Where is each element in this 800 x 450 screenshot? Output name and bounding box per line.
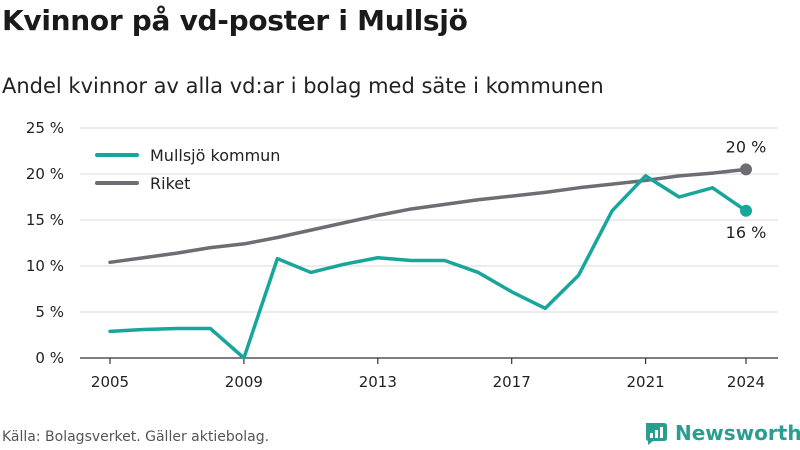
y-tick-label: 15 % bbox=[26, 211, 64, 229]
x-tick-label: 2013 bbox=[359, 373, 397, 391]
y-tick-label: 0 % bbox=[35, 349, 64, 367]
y-tick-label: 10 % bbox=[26, 257, 64, 275]
y-axis-tick-labels: 0 % 5 % 10 % 15 % 20 % 25 % bbox=[26, 119, 64, 367]
end-labels: 16 % 20 % bbox=[726, 137, 767, 241]
legend-mullsjo-label: Mullsjö kommun bbox=[150, 146, 280, 165]
y-tick-label: 5 % bbox=[35, 303, 64, 321]
riket-line bbox=[108, 167, 748, 265]
y-tick-label: 25 % bbox=[26, 119, 64, 137]
gridlines bbox=[80, 127, 778, 313]
x-tick-label: 2024 bbox=[727, 373, 765, 391]
legend-riket-label: Riket bbox=[150, 174, 190, 193]
chart-title: Kvinnor på vd-poster i Mullsjö bbox=[2, 4, 468, 37]
brand-name: Newsworthy bbox=[675, 421, 800, 445]
source-note: Källa: Bolagsverket. Gäller aktiebolag. bbox=[2, 429, 270, 445]
brand-logo: Newsworthy bbox=[643, 420, 800, 446]
mullsjo-line bbox=[108, 174, 748, 360]
x-tick-label: 2005 bbox=[91, 373, 129, 391]
x-tick-label: 2017 bbox=[493, 373, 531, 391]
chart-subtitle: Andel kvinnor av alla vd:ar i bolag med … bbox=[2, 74, 604, 98]
y-tick-label: 20 % bbox=[26, 165, 64, 183]
line-chart: 0 %5 %10 %15 %20 %25 % 2005 2009 2013 2017 2… bbox=[26, 119, 778, 391]
riket-end-point bbox=[740, 163, 752, 176]
mullsjo-end-label: 16 % bbox=[726, 223, 767, 242]
newsworthy-logo-icon bbox=[646, 423, 667, 445]
legend: Mullsjö kommun Riket bbox=[95, 146, 280, 193]
x-tick-label: 2009 bbox=[225, 373, 263, 391]
x-axis: 2005 2009 2013 2017 2021 2024 bbox=[80, 357, 778, 391]
series-lines bbox=[108, 163, 752, 360]
x-tick-label: 2021 bbox=[626, 373, 664, 391]
riket-end-label: 20 % bbox=[726, 137, 767, 156]
mullsjo-end-point bbox=[740, 204, 752, 217]
